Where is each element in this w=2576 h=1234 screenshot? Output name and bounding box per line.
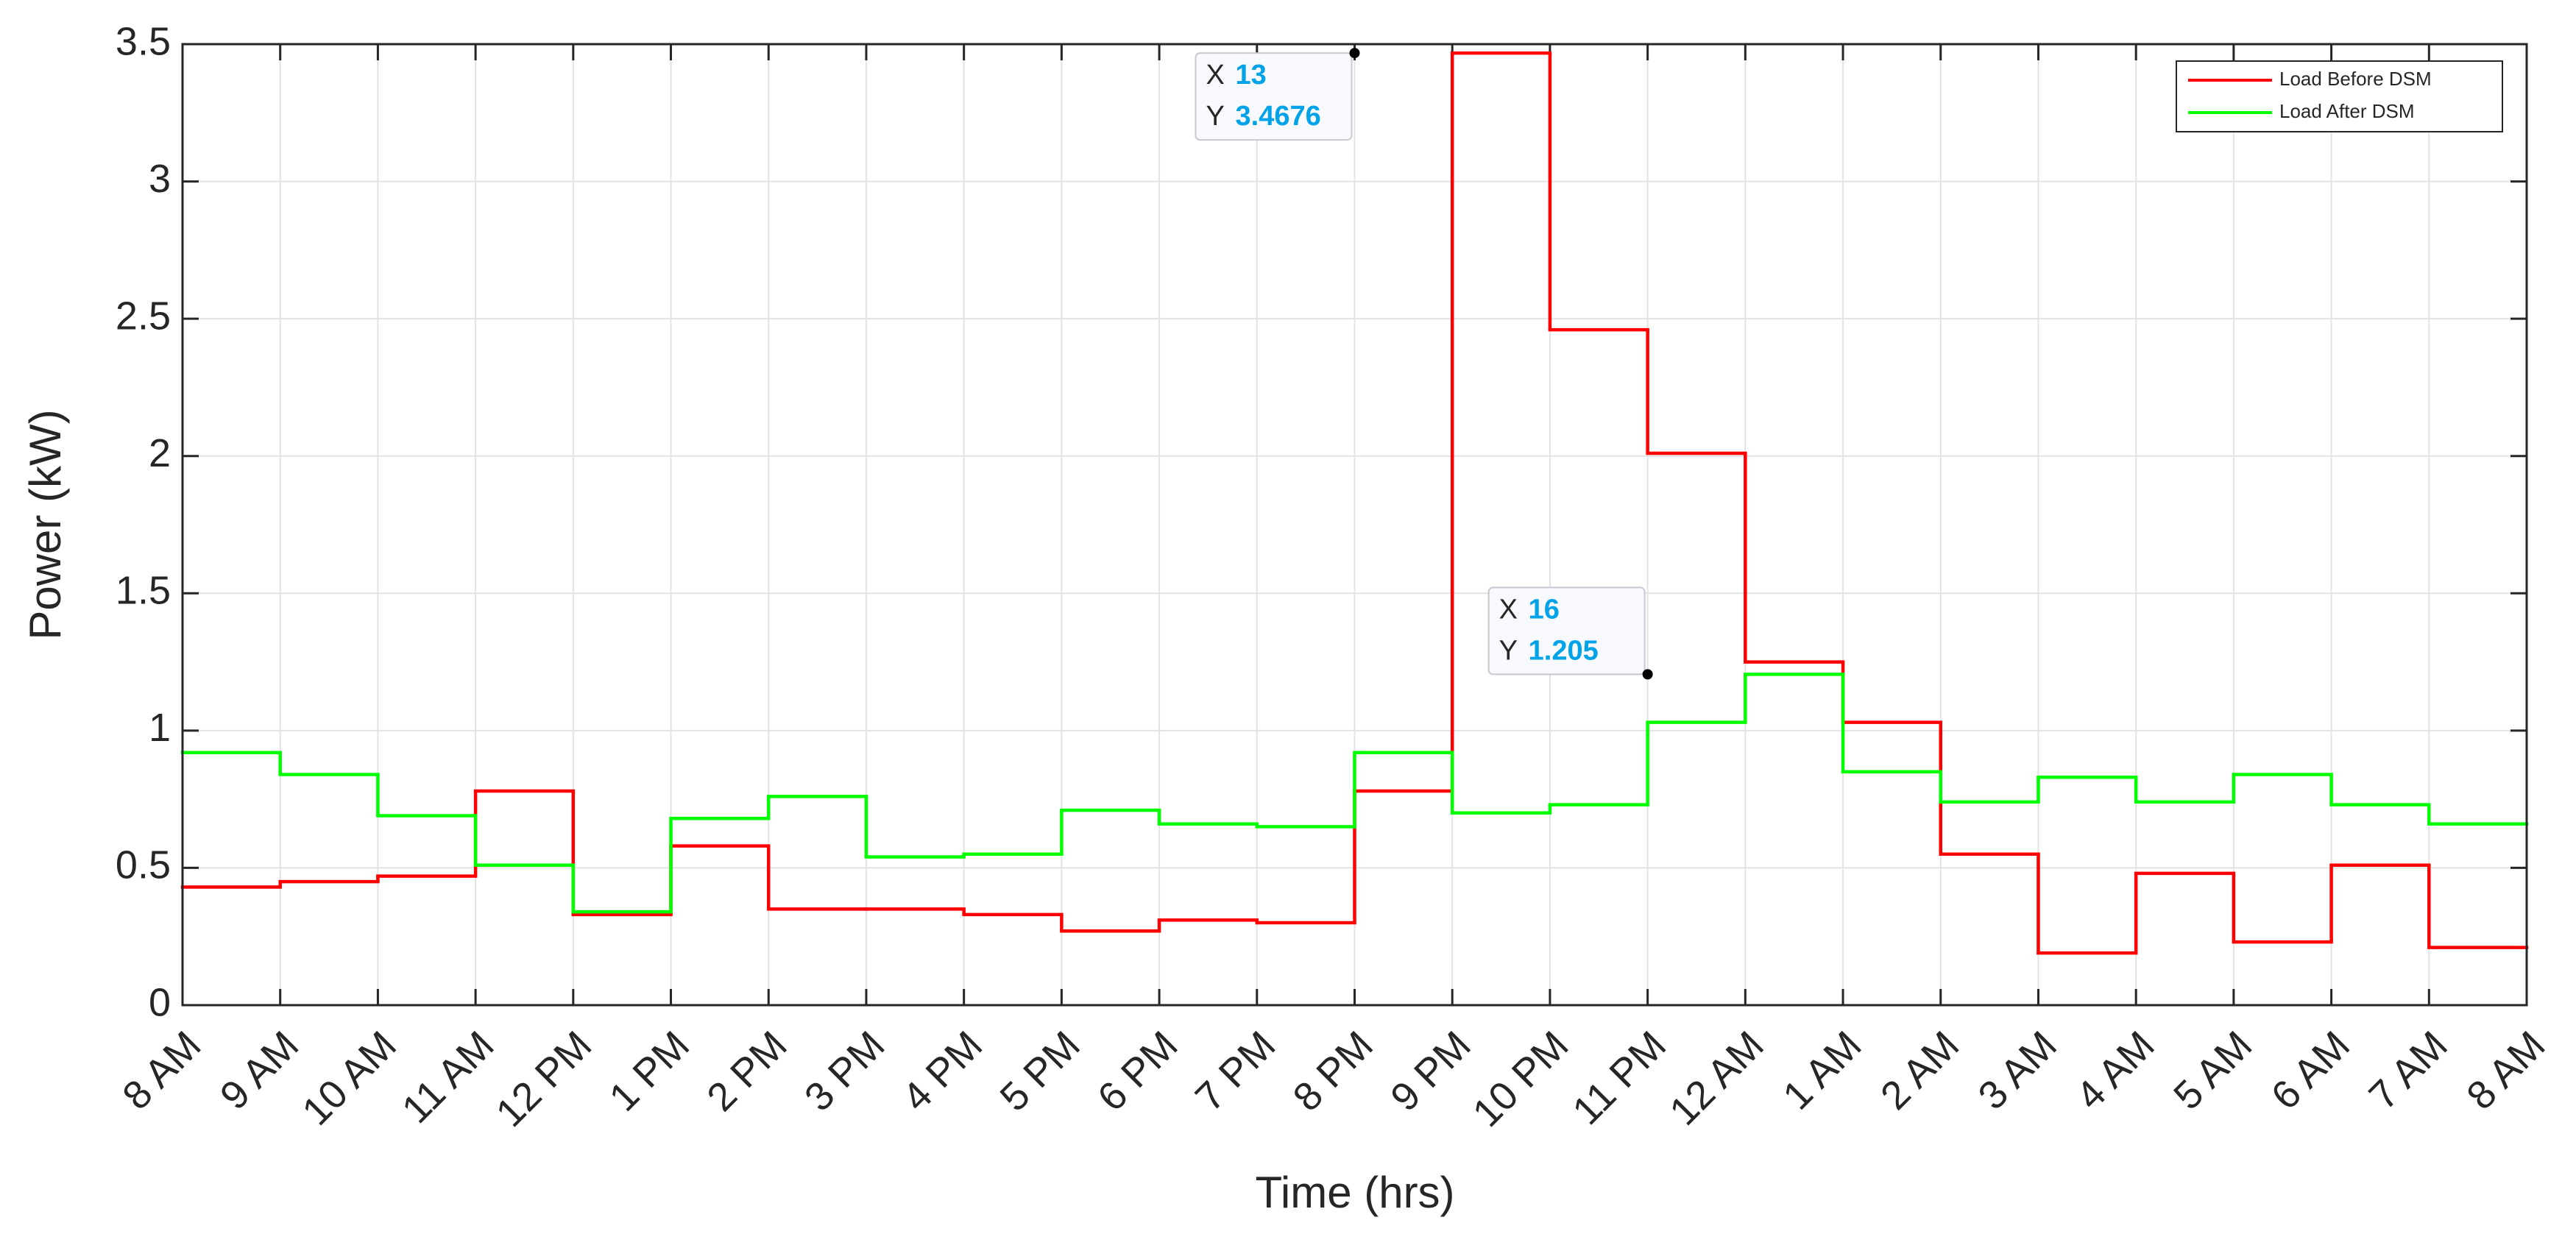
y-tick-label: 0: [149, 980, 171, 1024]
y-tick-label: 2.5: [116, 294, 171, 338]
data-tip-box: [1487, 586, 1646, 675]
x-tick-label: 12 PM: [488, 1023, 601, 1135]
data-tip-value: 3.4676: [1236, 101, 1321, 132]
data-tip-point: [1642, 669, 1653, 680]
x-tick-label: 6 PM: [1089, 1023, 1186, 1120]
y-tick-label: 1: [149, 706, 171, 750]
y-tick-label: 1.5: [116, 569, 171, 613]
y-tick-label: 3.5: [116, 19, 171, 63]
y-tick-label: 2: [149, 431, 171, 475]
x-tick-label: 8 AM: [114, 1023, 209, 1118]
x-tick-label: 10 PM: [1465, 1023, 1577, 1135]
data-tip-value: 16: [1529, 594, 1560, 625]
plot-frame: [181, 43, 2528, 1007]
x-tick-label: 2 PM: [698, 1023, 796, 1120]
data-tip-key: X: [1499, 594, 1518, 625]
y-axis-label: Power (kW): [21, 409, 70, 639]
data-tip-box: [1195, 52, 1353, 141]
legend-label: Load After DSM: [2279, 100, 2415, 122]
x-tick-label: 9 AM: [212, 1023, 307, 1118]
data-tip-key: Y: [1206, 101, 1225, 132]
x-tick-label: 7 AM: [2360, 1023, 2455, 1118]
y-tick-label: 0.5: [116, 843, 171, 887]
x-tick-label: 1 AM: [1774, 1023, 1869, 1118]
x-tick-label: 11 PM: [1564, 1023, 1674, 1133]
x-tick-label: 8 AM: [2458, 1023, 2553, 1118]
x-tick-label: 11 AM: [394, 1023, 503, 1132]
x-axis-label: Time (hrs): [1255, 1168, 1454, 1217]
x-tick-label: 2 AM: [1872, 1023, 1967, 1118]
x-tick-label: 8 PM: [1285, 1023, 1382, 1120]
data-tip: X 13 Y 3.4676: [1195, 48, 1360, 141]
x-tick-label: 12 AM: [1661, 1023, 1772, 1134]
x-tick-label: 4 PM: [894, 1023, 991, 1120]
x-tick-label: 7 PM: [1187, 1023, 1284, 1120]
x-tick-label: 3 PM: [796, 1023, 894, 1120]
data-tip-point: [1349, 48, 1360, 59]
legend-label: Load Before DSM: [2279, 68, 2432, 90]
data-tip: X 16 Y 1.205: [1487, 586, 1653, 680]
x-tick-label: 1 PM: [601, 1023, 698, 1120]
x-tick-label: 5 AM: [2165, 1023, 2260, 1118]
x-tick-label: 6 AM: [2263, 1023, 2358, 1118]
data-tip-key: X: [1206, 60, 1225, 91]
x-tick-label: 10 AM: [294, 1023, 405, 1134]
data-tip-value: 13: [1236, 60, 1267, 91]
x-tick-label: 3 AM: [1970, 1023, 2065, 1118]
y-tick-label: 3: [149, 157, 171, 201]
x-tick-label: 4 AM: [2067, 1023, 2162, 1118]
data-tip-key: Y: [1499, 635, 1518, 666]
data-tip-value: 1.205: [1529, 635, 1599, 666]
legend-box: [2176, 60, 2503, 132]
x-tick-label: 5 PM: [991, 1023, 1089, 1120]
